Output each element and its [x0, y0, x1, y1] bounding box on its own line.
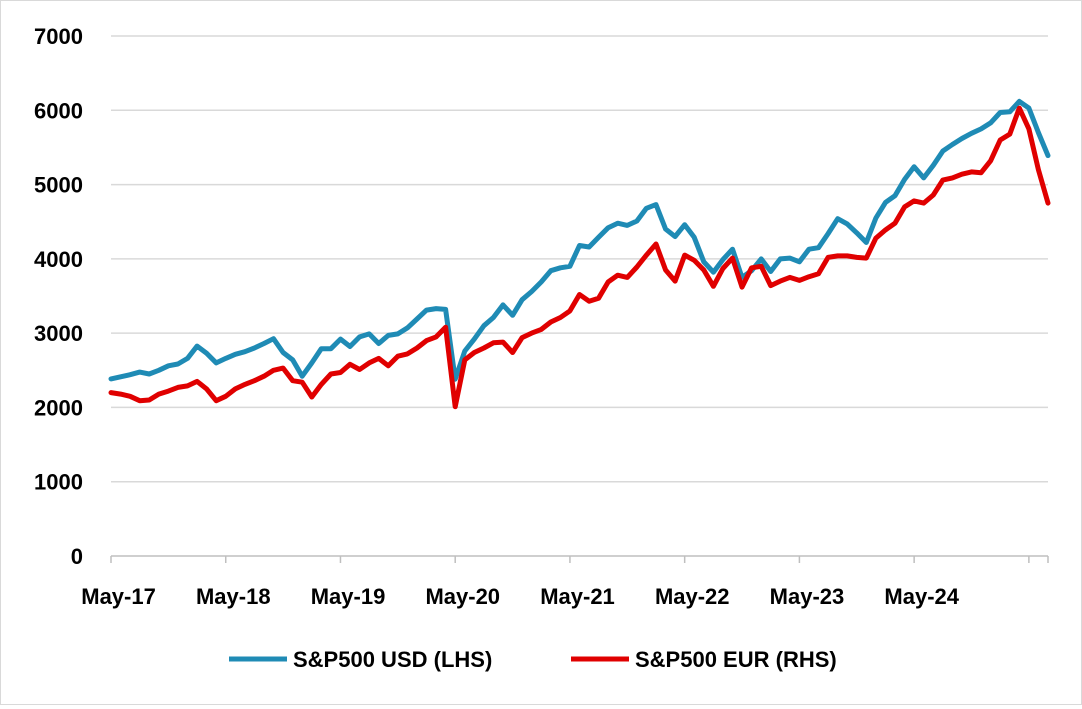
y-tick-label: 4000 — [34, 247, 83, 272]
legend-label: S&P500 USD (LHS) — [293, 647, 492, 672]
y-tick-label: 6000 — [34, 98, 83, 123]
x-tick-label: May-21 — [540, 584, 615, 609]
x-tick-label: May-20 — [425, 584, 500, 609]
gridlines — [111, 35, 1048, 483]
y-tick-label: 3000 — [34, 321, 83, 346]
x-tick-label: May-17 — [81, 584, 156, 609]
y-tick-label: 0 — [71, 544, 83, 569]
x-tick-label: May-19 — [311, 584, 386, 609]
y-axis: 0 1000 2000 3000 4000 5000 6000 7000 — [34, 24, 83, 569]
plot-area — [108, 98, 1051, 410]
x-tick-label: May-23 — [770, 584, 845, 609]
x-tick-label: May-24 — [884, 584, 959, 609]
x-tick-label: May-18 — [196, 584, 271, 609]
x-axis: May-17 May-18 May-19 May-20 May-21 May-22 May-… — [81, 555, 1049, 609]
y-tick-label: 1000 — [34, 470, 83, 495]
legend-label: S&P500 EUR (RHS) — [635, 647, 837, 672]
series-line-usd — [108, 98, 1051, 382]
x-tick-label: May-22 — [655, 584, 730, 609]
y-tick-label: 5000 — [34, 173, 83, 198]
legend: S&P500 USD (LHS) S&P500 EUR (RHS) — [229, 647, 837, 672]
series-line-eur — [108, 105, 1051, 410]
y-tick-label: 2000 — [34, 395, 83, 420]
y-tick-label: 7000 — [34, 24, 83, 49]
